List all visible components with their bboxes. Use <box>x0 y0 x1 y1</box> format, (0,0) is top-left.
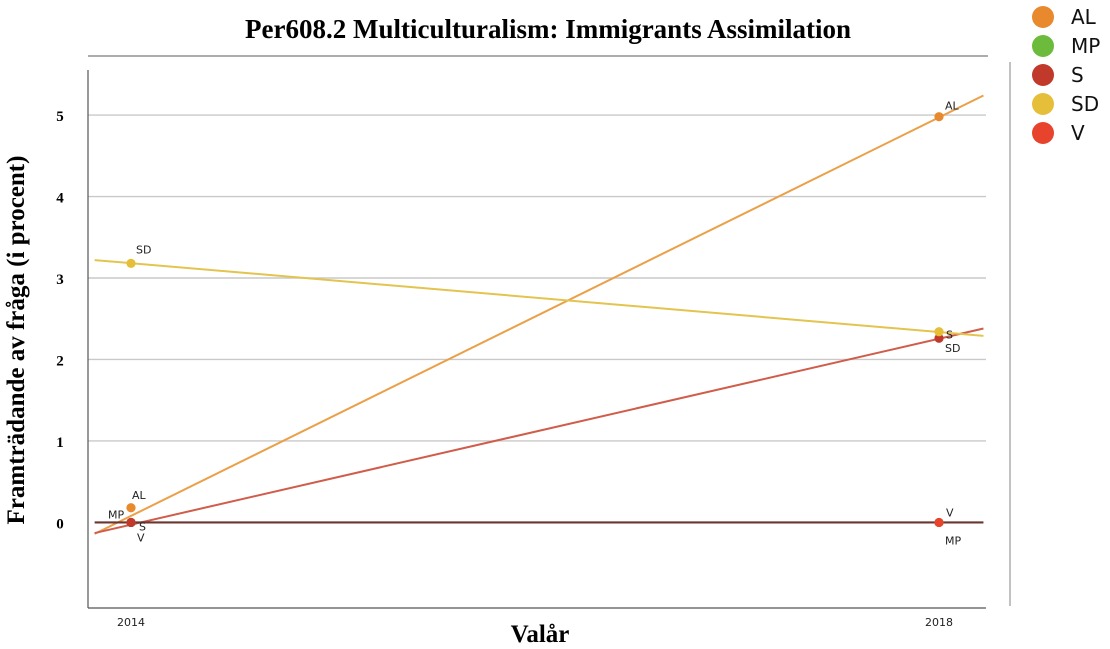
legend-label-v: V <box>1071 121 1085 145</box>
data-label-s-2014: S <box>139 520 146 533</box>
chart-title: Per608.2 Multiculturalism: Immigrants As… <box>245 14 851 44</box>
y-tick-label: 0 <box>56 516 64 532</box>
y-tick-label: 5 <box>56 109 64 125</box>
legend-marker-v <box>1032 122 1054 144</box>
data-point-sd-2018 <box>934 327 944 337</box>
fit-line-s <box>94 327 984 535</box>
y-axis-title: Framträdande av fråga (i procent) <box>3 156 30 525</box>
legend-label-al: AL <box>1071 5 1097 29</box>
data-point-s-2014 <box>126 517 136 528</box>
data-label-mp-2018: MP <box>945 534 961 547</box>
legend-marker-s <box>1032 64 1054 86</box>
legend-marker-al <box>1032 6 1054 28</box>
legend-marker-sd <box>1032 93 1054 115</box>
data-point-v-2018 <box>934 517 944 528</box>
data-label-v-2014: V <box>137 531 145 544</box>
y-tick-label: 4 <box>56 191 64 207</box>
fit-line-sd <box>94 259 984 337</box>
y-tick-label: 3 <box>56 272 64 288</box>
data-label-sd-2014: SD <box>136 243 151 256</box>
data-point-al-2018 <box>934 112 944 122</box>
x-tick-label: 2018 <box>925 616 953 629</box>
data-label-sd-2018: SD <box>945 342 960 355</box>
data-label-al-2014: AL <box>132 489 147 502</box>
legend-label-s: S <box>1071 63 1084 87</box>
y-tick-label: 2 <box>56 353 64 369</box>
legend: AL MP S SD V <box>1032 5 1100 145</box>
legend-label-mp: MP <box>1071 34 1100 58</box>
x-axis-title: Valår <box>511 621 570 648</box>
y-tick-label: 1 <box>56 435 64 451</box>
data-point-sd-2014 <box>126 258 136 268</box>
data-label-v-2018: V <box>946 506 954 519</box>
data-point-al-2014 <box>126 503 136 513</box>
x-tick-label: 2014 <box>117 616 145 629</box>
data-label-s-2018: S <box>946 328 953 341</box>
data-label-al-2018: AL <box>945 100 960 113</box>
legend-marker-mp <box>1032 35 1054 57</box>
legend-label-sd: SD <box>1071 92 1099 116</box>
fit-line-al <box>94 94 984 535</box>
data-label-mp-2014: MP <box>108 508 124 521</box>
data-point-s-2018 <box>934 333 944 343</box>
